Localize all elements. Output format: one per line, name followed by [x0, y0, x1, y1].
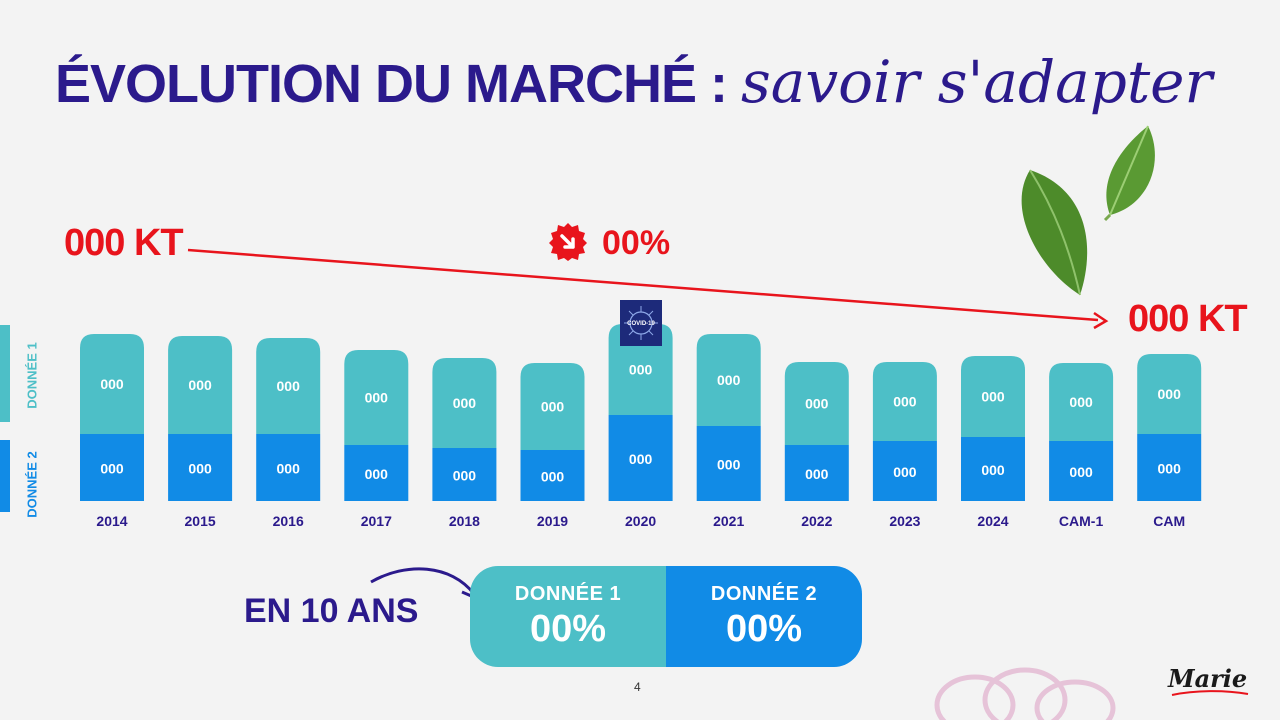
x-tick-label: CAM-1 — [1059, 513, 1104, 529]
trend-drop-percent: 00% — [602, 224, 671, 262]
bar-series2 — [608, 415, 673, 501]
data-label-series2: 000 — [629, 451, 653, 467]
bar-series1 — [344, 350, 409, 445]
summary-lead: EN 10 ANS — [244, 592, 419, 630]
bar-series1 — [168, 336, 233, 434]
summary-item-series1: DONNÉE 1 00% — [470, 566, 666, 667]
data-label-series1: 000 — [893, 394, 917, 410]
trend-end-label: 000 KT — [1128, 298, 1248, 340]
x-tick-label: 2020 — [625, 513, 656, 529]
x-tick-label: 2017 — [361, 513, 392, 529]
x-tick-label: 2015 — [185, 513, 216, 529]
x-tick-label: 2023 — [889, 513, 920, 529]
data-label-series2: 000 — [365, 466, 389, 482]
bar-series2 — [1049, 441, 1114, 501]
data-label-series2: 000 — [805, 466, 829, 482]
onion-rings-decoration — [934, 667, 1116, 720]
legend-swatch-series1 — [0, 325, 10, 422]
bar-series2 — [432, 448, 497, 501]
data-label-series1: 000 — [541, 399, 565, 415]
data-label-series1: 000 — [188, 377, 212, 393]
bar-series2 — [520, 450, 585, 501]
page-title: ÉVOLUTION DU MARCHÉ : savoir s'adapter — [55, 48, 1212, 116]
x-tick-label: 2021 — [713, 513, 744, 529]
data-label-series2: 000 — [541, 469, 565, 485]
x-tick-label: 2024 — [977, 513, 1008, 529]
data-label-series1: 000 — [1158, 386, 1182, 402]
data-label-series1: 000 — [453, 395, 477, 411]
basil-leaf-icon — [1021, 125, 1155, 296]
x-tick-label: 2014 — [96, 513, 127, 529]
legend-label-series1: DONNÉE 1 — [24, 342, 40, 409]
bar-series2 — [168, 434, 233, 501]
bar-series1 — [696, 334, 761, 426]
brand-logo: Marie — [1168, 664, 1248, 693]
bar-series1 — [520, 363, 585, 450]
x-tick-label: 2019 — [537, 513, 568, 529]
summary-item2-value: 00% — [725, 607, 803, 650]
summary-item-series2: DONNÉE 2 00% — [666, 566, 862, 667]
bar-series1 — [961, 356, 1025, 437]
trend-start-label: 000 KT — [64, 222, 184, 264]
bar-series1 — [256, 338, 321, 434]
data-label-series2: 000 — [100, 461, 124, 477]
title-script: savoir s'adapter — [740, 48, 1213, 116]
bar-series1 — [1137, 354, 1202, 434]
bar-series2 — [344, 445, 409, 501]
logo-swoosh-icon — [1171, 690, 1249, 696]
legend-label-series2: DONNÉE 2 — [24, 451, 40, 518]
page-number: 4 — [634, 680, 641, 694]
x-tick-label: 2022 — [801, 513, 832, 529]
summary-item1-label: DONNÉE 1 — [514, 582, 622, 605]
data-label-series1: 000 — [629, 362, 653, 378]
bar-series2 — [961, 437, 1025, 501]
covid-virus-icon: COVID-19 — [620, 300, 662, 346]
data-label-series2: 000 — [277, 461, 301, 477]
bar-series2 — [784, 445, 849, 501]
x-tick-label: CAM — [1153, 513, 1185, 529]
data-label-series1: 000 — [981, 389, 1005, 405]
summary-item1-value: 00% — [529, 607, 607, 650]
summary-pill: DONNÉE 1 00% DONNÉE 2 00% — [470, 566, 862, 667]
bar-series2 — [696, 426, 761, 501]
data-label-series2: 000 — [1158, 461, 1182, 477]
data-label-series2: 000 — [453, 468, 477, 484]
data-label-series1: 000 — [100, 376, 124, 392]
data-label-series1: 000 — [277, 378, 301, 394]
data-label-series2: 000 — [893, 464, 917, 480]
title-main: ÉVOLUTION DU MARCHÉ : — [55, 54, 728, 114]
bar-series1 — [608, 324, 673, 415]
bar-series1 — [784, 362, 849, 445]
bar-series2 — [1137, 434, 1202, 501]
x-tick-label: 2016 — [273, 513, 304, 529]
x-tick-label: 2018 — [449, 513, 480, 529]
trend-line — [187, 248, 1099, 322]
trend-arrowhead — [1093, 311, 1109, 330]
bar-series2 — [80, 434, 144, 501]
legend-swatch-series2 — [0, 440, 10, 512]
data-label-series1: 000 — [717, 372, 741, 388]
data-label-series1: 000 — [1069, 394, 1093, 410]
bar-series1 — [432, 358, 497, 448]
data-label-series2: 000 — [981, 462, 1005, 478]
bar-series1 — [872, 362, 937, 441]
bar-series2 — [256, 434, 321, 501]
curved-arrow-icon — [370, 567, 478, 600]
bar-series1 — [80, 334, 144, 434]
data-label-series1: 000 — [805, 396, 829, 412]
covid-badge-label: COVID-19 — [627, 321, 655, 327]
summary-item2-label: DONNÉE 2 — [710, 582, 818, 605]
data-label-series2: 000 — [1069, 464, 1093, 480]
bar-series2 — [872, 441, 937, 501]
data-label-series2: 000 — [188, 461, 212, 477]
bar-series1 — [1049, 363, 1114, 441]
data-label-series1: 000 — [365, 390, 389, 406]
down-arrow-badge-icon — [549, 223, 587, 261]
data-label-series2: 000 — [717, 457, 741, 473]
